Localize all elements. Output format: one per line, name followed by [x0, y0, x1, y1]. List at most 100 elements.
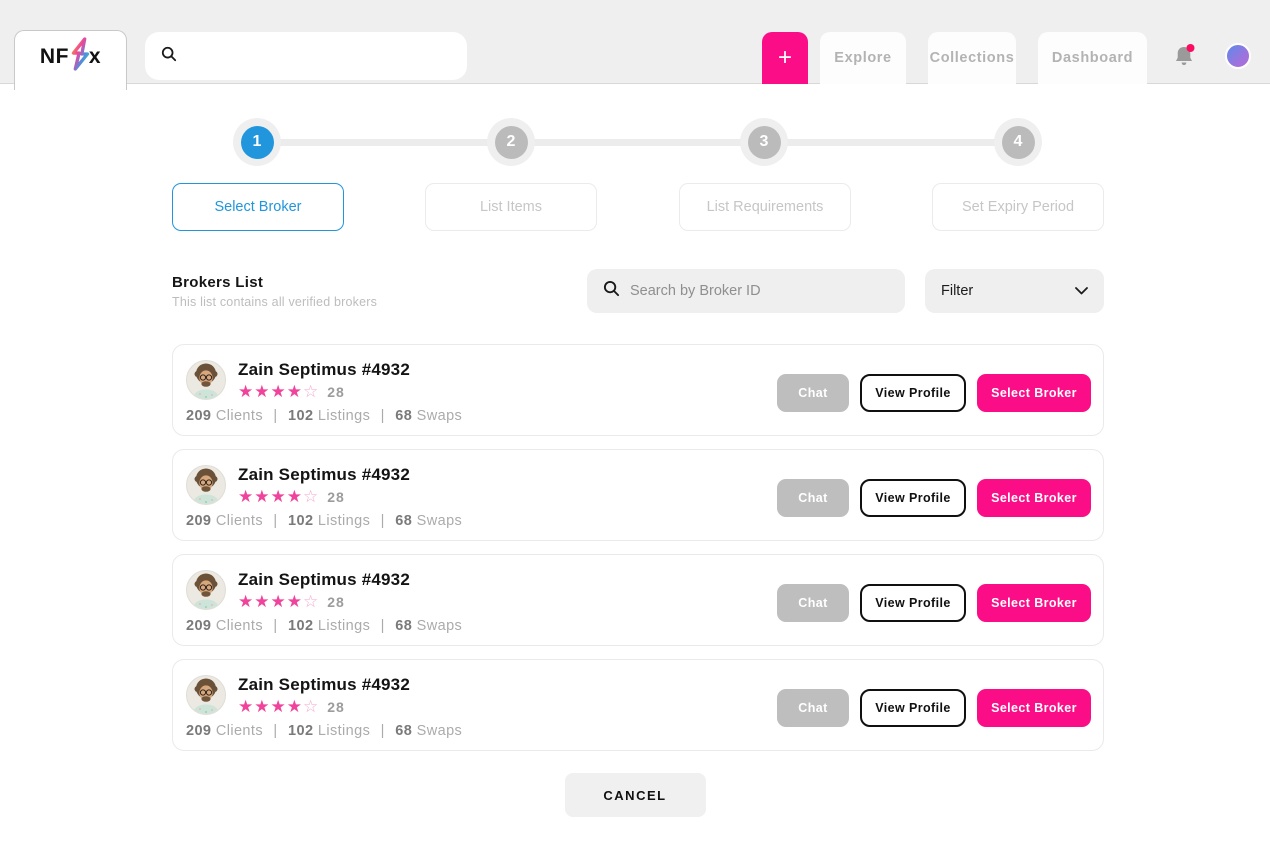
logo-text-prefix: NF: [40, 45, 69, 69]
broker-card: Zain Septimus #4932 ★★★★☆ 28 209 Clients…: [172, 449, 1104, 541]
step-number-2: 2: [495, 126, 528, 159]
swaps-value: 68: [395, 618, 412, 634]
star-rating-icons: ★★★★☆: [238, 698, 319, 715]
broker-actions: Chat View Profile Select Broker: [777, 479, 1091, 517]
broker-stats: 209 Clients | 102 Listings | 68 Swaps: [186, 408, 462, 424]
star-rating-icons: ★★★★☆: [238, 593, 319, 610]
listings-label: Listings: [318, 723, 370, 739]
swaps-label: Swaps: [417, 618, 463, 634]
listings-value: 102: [288, 723, 313, 739]
swaps-value: 68: [395, 723, 412, 739]
listings-value: 102: [288, 408, 313, 424]
listings-label: Listings: [318, 618, 370, 634]
search-icon: [161, 46, 177, 67]
brokers-list-subtitle: This list contains all verified brokers: [172, 295, 377, 309]
broker-actions: Chat View Profile Select Broker: [777, 689, 1091, 727]
broker-actions: Chat View Profile Select Broker: [777, 374, 1091, 412]
swaps-label: Swaps: [417, 723, 463, 739]
top-bar: NF x: [0, 0, 1270, 84]
listings-value: 102: [288, 513, 313, 529]
rating-count: 28: [327, 385, 345, 399]
select-broker-button[interactable]: Select Broker: [977, 479, 1091, 517]
broker-name: Zain Septimus #4932: [238, 360, 410, 380]
view-profile-button[interactable]: View Profile: [860, 584, 966, 622]
view-profile-button[interactable]: View Profile: [860, 374, 966, 412]
broker-card: Zain Septimus #4932 ★★★★☆ 28 209 Clients…: [172, 659, 1104, 751]
filter-label: Filter: [941, 283, 973, 299]
rating-count: 28: [327, 700, 345, 714]
stats-separator: |: [381, 618, 385, 634]
select-broker-button[interactable]: Select Broker: [977, 584, 1091, 622]
stats-separator: |: [273, 408, 277, 424]
broker-rating: ★★★★☆ 28: [238, 698, 410, 715]
stats-separator: |: [273, 723, 277, 739]
broker-search-input[interactable]: [630, 283, 889, 299]
cancel-button[interactable]: CANCEL: [565, 773, 706, 817]
broker-card: Zain Septimus #4932 ★★★★☆ 28 209 Clients…: [172, 344, 1104, 436]
broker-avatar: [186, 465, 226, 505]
chat-button[interactable]: Chat: [777, 479, 849, 517]
broker-name: Zain Septimus #4932: [238, 675, 410, 695]
view-profile-button[interactable]: View Profile: [860, 689, 966, 727]
broker-rating: ★★★★☆ 28: [238, 488, 410, 505]
nav-tab-collections[interactable]: Collections: [928, 32, 1016, 84]
add-button[interactable]: +: [762, 32, 808, 84]
global-search-input[interactable]: [187, 48, 451, 64]
brokers-list: Zain Septimus #4932 ★★★★☆ 28 209 Clients…: [172, 344, 1104, 751]
step-label-list-requirements[interactable]: List Requirements: [679, 183, 851, 231]
clients-value: 209: [186, 723, 211, 739]
broker-rating: ★★★★☆ 28: [238, 383, 410, 400]
step-circle-1: 1: [233, 118, 281, 166]
nav-tab-dashboard[interactable]: Dashboard: [1038, 32, 1147, 84]
step-label-set-expiry-period[interactable]: Set Expiry Period: [932, 183, 1104, 231]
broker-card: Zain Septimus #4932 ★★★★☆ 28 209 Clients…: [172, 554, 1104, 646]
notification-bell-icon[interactable]: [1172, 42, 1198, 70]
step-label-select-broker[interactable]: Select Broker: [172, 183, 344, 231]
broker-avatar: [186, 675, 226, 715]
brokers-list-header: Brokers List This list contains all veri…: [172, 269, 1104, 313]
select-broker-button[interactable]: Select Broker: [977, 689, 1091, 727]
clients-value: 209: [186, 513, 211, 529]
chevron-down-icon: [1075, 283, 1088, 299]
rating-count: 28: [327, 595, 345, 609]
swaps-value: 68: [395, 513, 412, 529]
swaps-label: Swaps: [417, 408, 463, 424]
stepper-connector-line: [257, 139, 1018, 146]
star-rating-icons: ★★★★☆: [238, 488, 319, 505]
broker-name: Zain Septimus #4932: [238, 465, 410, 485]
stats-separator: |: [381, 723, 385, 739]
stats-separator: |: [273, 513, 277, 529]
listings-label: Listings: [318, 408, 370, 424]
broker-name: Zain Septimus #4932: [238, 570, 410, 590]
listings-label: Listings: [318, 513, 370, 529]
clients-label: Clients: [216, 513, 263, 529]
clients-label: Clients: [216, 723, 263, 739]
logo: NF x: [40, 36, 101, 77]
broker-stats: 209 Clients | 102 Listings | 68 Swaps: [186, 513, 462, 529]
stats-separator: |: [381, 408, 385, 424]
clients-label: Clients: [216, 408, 263, 424]
stats-separator: |: [381, 513, 385, 529]
footer: CANCEL: [0, 773, 1270, 817]
broker-rating: ★★★★☆ 28: [238, 593, 410, 610]
chat-button[interactable]: Chat: [777, 584, 849, 622]
rating-count: 28: [327, 490, 345, 504]
listings-value: 102: [288, 618, 313, 634]
view-profile-button[interactable]: View Profile: [860, 479, 966, 517]
clients-value: 209: [186, 618, 211, 634]
select-broker-button[interactable]: Select Broker: [977, 374, 1091, 412]
stats-separator: |: [273, 618, 277, 634]
step-label-list-items[interactable]: List Items: [425, 183, 597, 231]
broker-avatar: [186, 360, 226, 400]
nav-tab-explore[interactable]: Explore: [820, 32, 906, 84]
chat-button[interactable]: Chat: [777, 689, 849, 727]
filter-dropdown[interactable]: Filter: [925, 269, 1104, 313]
user-avatar[interactable]: [1225, 43, 1251, 69]
global-search: [145, 32, 467, 80]
logo-tab[interactable]: NF x: [14, 30, 127, 90]
logo-text-suffix: x: [89, 45, 101, 69]
step-circle-2: 2: [487, 118, 535, 166]
step-circle-4: 4: [994, 118, 1042, 166]
chat-button[interactable]: Chat: [777, 374, 849, 412]
swaps-label: Swaps: [417, 513, 463, 529]
